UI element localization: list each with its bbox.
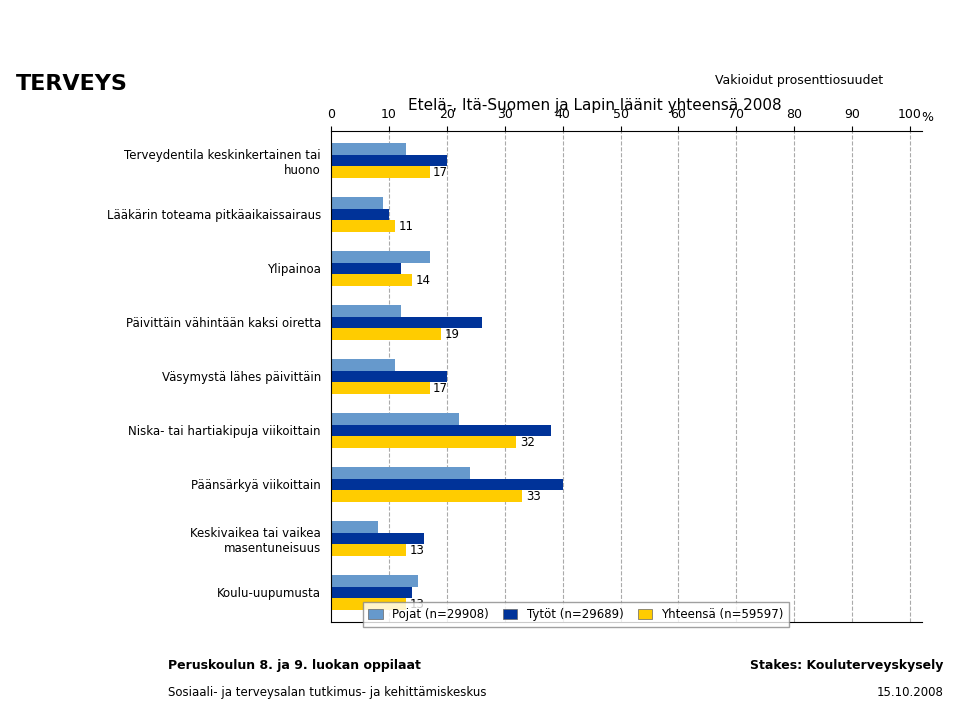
Bar: [331, 491, 522, 502]
Text: 13: 13: [410, 598, 424, 611]
Bar: [331, 436, 516, 448]
Text: 11: 11: [398, 220, 414, 233]
Text: 17: 17: [433, 166, 448, 179]
Text: TERVEYS: TERVEYS: [16, 74, 129, 94]
Bar: [331, 544, 406, 556]
Text: 14: 14: [416, 274, 431, 287]
Bar: [331, 370, 447, 382]
Bar: [331, 317, 482, 329]
Text: %: %: [922, 111, 933, 124]
Text: Vakioidut prosenttiosuudet: Vakioidut prosenttiosuudet: [715, 74, 883, 87]
Text: ▶: ▶: [24, 672, 39, 690]
Text: Stakes: Kouluterveyskysely: Stakes: Kouluterveyskysely: [751, 659, 944, 672]
Bar: [331, 424, 551, 436]
Bar: [331, 197, 383, 209]
Text: 17: 17: [433, 382, 448, 395]
Text: Tiedosta hyvinvointia: Tiedosta hyvinvointia: [12, 16, 145, 30]
Bar: [331, 358, 395, 370]
Bar: [331, 329, 442, 340]
Bar: [331, 274, 412, 286]
Bar: [331, 305, 400, 317]
Text: Etelä-, Itä-Suomen ja Lapin läänit yhteensä 2008: Etelä-, Itä-Suomen ja Lapin läänit yhtee…: [408, 98, 782, 112]
Bar: [331, 221, 395, 233]
Bar: [331, 413, 459, 424]
Bar: [331, 532, 423, 544]
Text: 32: 32: [520, 436, 535, 449]
Text: Kouluterveyskysely: Kouluterveyskysely: [420, 16, 540, 30]
Bar: [331, 251, 429, 262]
Bar: [331, 166, 429, 178]
Text: 13: 13: [410, 544, 424, 557]
Bar: [331, 479, 563, 491]
Bar: [331, 575, 418, 587]
Text: 7: 7: [938, 16, 948, 30]
Text: Sosiaali- ja terveysalan tutkimus- ja kehittämiskeskus: Sosiaali- ja terveysalan tutkimus- ja ke…: [168, 686, 487, 699]
Bar: [331, 467, 470, 479]
Text: STAKES: STAKES: [67, 674, 127, 688]
Text: 15.10.2008: 15.10.2008: [876, 686, 944, 699]
Bar: [331, 520, 377, 532]
Bar: [331, 382, 429, 395]
Bar: [331, 587, 412, 598]
Text: 19: 19: [444, 328, 460, 341]
Bar: [331, 209, 389, 221]
Bar: [331, 155, 447, 166]
Bar: [331, 262, 400, 274]
Bar: [331, 598, 406, 610]
Bar: [331, 143, 406, 155]
Text: Peruskoulun 8. ja 9. luokan oppilaat: Peruskoulun 8. ja 9. luokan oppilaat: [168, 659, 420, 672]
Text: 33: 33: [526, 490, 540, 503]
Legend: Pojat (n=29908), Tytöt (n=29689), Yhteensä (n=59597): Pojat (n=29908), Tytöt (n=29689), Yhteen…: [363, 602, 789, 627]
